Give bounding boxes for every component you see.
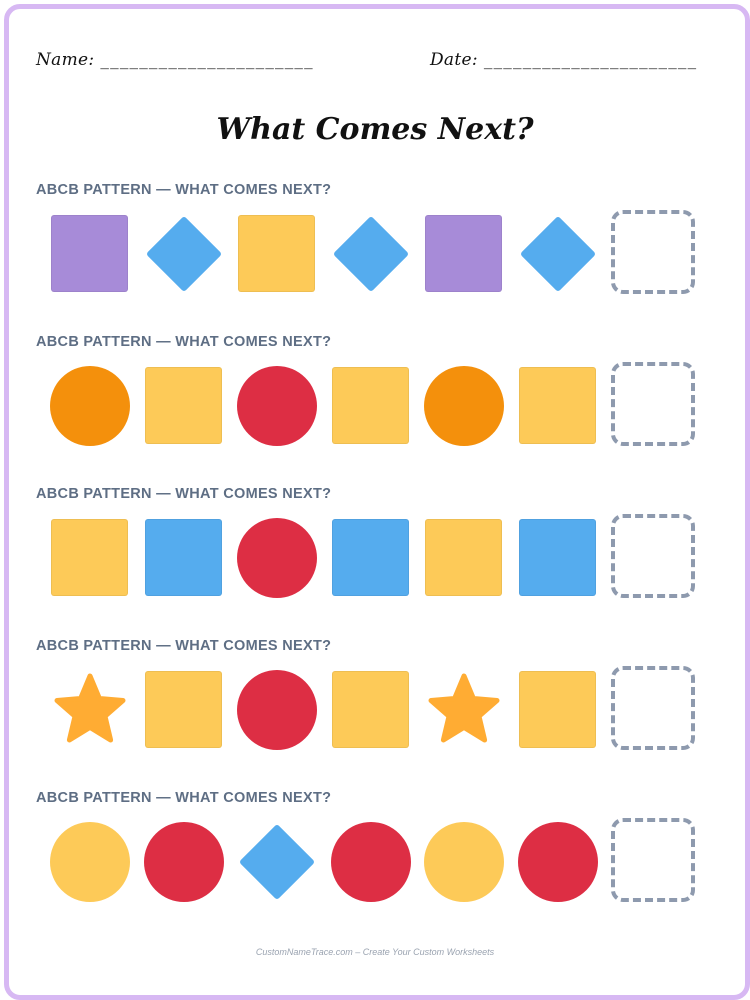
- name-field[interactable]: Name: ______________________: [36, 50, 314, 70]
- pattern-cell: [50, 518, 130, 598]
- pattern-cell: [517, 822, 598, 902]
- page-title: What Comes Next?: [216, 112, 534, 147]
- pattern-cell: [518, 518, 598, 598]
- circle-shape: [50, 822, 130, 902]
- square-shape: [331, 519, 409, 596]
- pattern-row-label: ABCB PATTERN — WHAT COMES NEXT?: [36, 334, 332, 350]
- answer-box[interactable]: [611, 210, 695, 294]
- answer-box[interactable]: [611, 514, 695, 598]
- square-shape: [425, 519, 502, 596]
- pattern-cell: [143, 822, 224, 902]
- pattern-row: [50, 818, 700, 912]
- diamond-shape: [519, 215, 596, 293]
- name-label: Name:: [36, 50, 95, 70]
- pattern-row: [50, 210, 700, 304]
- pattern-row-label: ABCB PATTERN — WHAT COMES NEXT?: [36, 486, 332, 502]
- circle-shape: [237, 518, 317, 598]
- circle-shape: [424, 822, 504, 902]
- pattern-cell: [144, 518, 224, 598]
- footer-credit: CustomNameTrace.com – Create Your Custom…: [255, 947, 495, 957]
- square-shape: [238, 215, 315, 292]
- square-shape: [144, 367, 222, 444]
- star-shape: [54, 673, 126, 743]
- pattern-cell: [50, 822, 130, 902]
- date-field[interactable]: Date: ______________________: [430, 50, 697, 70]
- pattern-cell: [237, 366, 317, 446]
- pattern-cell: [331, 518, 411, 598]
- square-shape: [518, 671, 596, 748]
- pattern-cell: [50, 366, 130, 446]
- square-shape: [51, 215, 128, 292]
- pattern-cell: [237, 670, 317, 750]
- square-shape: [51, 519, 128, 596]
- pattern-cell: [50, 214, 130, 294]
- square-shape: [425, 215, 502, 292]
- square-shape: [331, 367, 409, 444]
- pattern-cell: [424, 366, 504, 446]
- date-label: Date:: [430, 50, 478, 70]
- pattern-cell: [424, 822, 504, 902]
- diamond-shape: [332, 215, 409, 293]
- pattern-cell: [424, 214, 504, 294]
- pattern-row: [50, 362, 700, 456]
- pattern-cell: [518, 670, 598, 750]
- pattern-cell: [144, 366, 224, 446]
- pattern-cell: [50, 670, 130, 750]
- name-line[interactable]: ______________________: [100, 50, 314, 70]
- answer-box[interactable]: [611, 666, 695, 750]
- pattern-cell: [518, 214, 598, 294]
- square-shape: [331, 671, 409, 748]
- pattern-cell: [237, 822, 317, 902]
- diamond-shape: [238, 823, 316, 901]
- circle-shape: [143, 822, 224, 902]
- circle-shape: [50, 366, 130, 446]
- pattern-row-label: ABCB PATTERN — WHAT COMES NEXT?: [36, 182, 332, 198]
- circle-shape: [237, 670, 317, 750]
- pattern-cell: [144, 214, 224, 294]
- square-shape: [518, 519, 596, 596]
- pattern-row: [50, 514, 700, 608]
- circle-shape: [330, 822, 411, 902]
- answer-box[interactable]: [611, 818, 695, 902]
- circle-shape: [517, 822, 598, 902]
- date-line[interactable]: ______________________: [483, 50, 698, 70]
- square-shape: [518, 367, 596, 444]
- pattern-cell: [144, 670, 224, 750]
- pattern-cell: [330, 822, 411, 902]
- pattern-cell: [331, 214, 411, 294]
- pattern-cell: [237, 518, 317, 598]
- pattern-cell: [331, 366, 411, 446]
- pattern-row: [50, 666, 700, 760]
- pattern-row-label: ABCB PATTERN — WHAT COMES NEXT?: [36, 790, 332, 806]
- pattern-cell: [518, 366, 598, 446]
- answer-box[interactable]: [611, 362, 695, 446]
- diamond-shape: [145, 215, 222, 293]
- pattern-cell: [237, 214, 317, 294]
- star-shape: [428, 673, 500, 743]
- pattern-cell: [424, 518, 504, 598]
- circle-shape: [237, 366, 317, 446]
- pattern-cell: [331, 670, 411, 750]
- pattern-row-label: ABCB PATTERN — WHAT COMES NEXT?: [36, 638, 332, 654]
- circle-shape: [424, 366, 504, 446]
- pattern-cell: [424, 670, 504, 750]
- square-shape: [144, 519, 222, 596]
- square-shape: [144, 671, 222, 748]
